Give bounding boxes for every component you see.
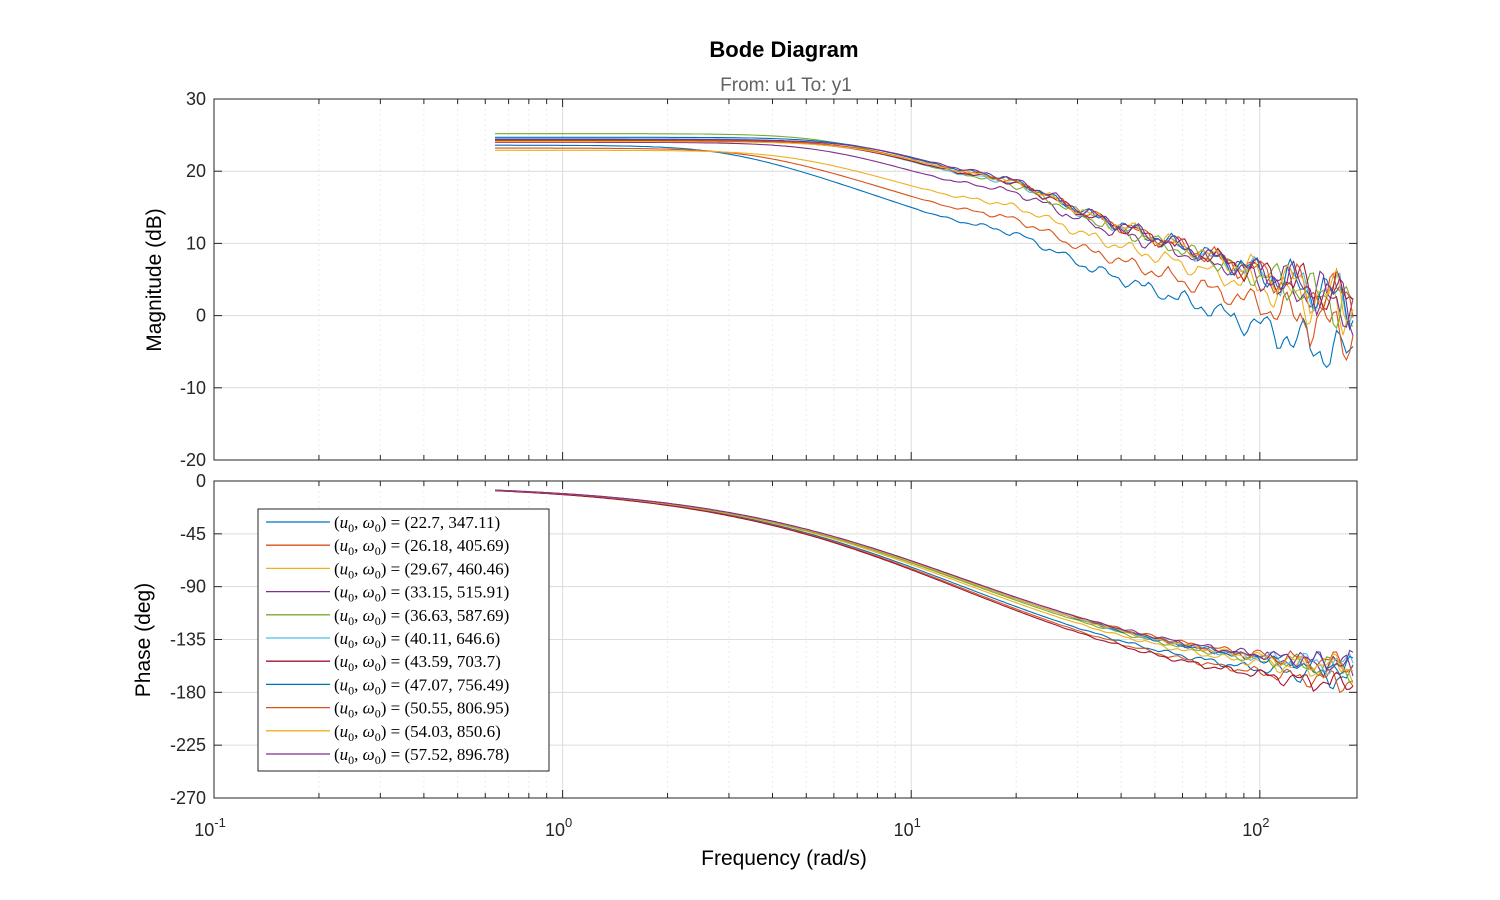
phase-panel: 0 -45 -90 -135 -180 -225 -270 Phase (deg): [132, 471, 1358, 808]
legend-label: (u0, ω0) = (33.15, 515.91): [334, 583, 509, 605]
legend-item: (u0, ω0) = (50.55, 806.95): [266, 699, 509, 721]
magnitude-y-ticks: 30 20 10 0 -10 -20: [180, 89, 206, 470]
legend-item: (u0, ω0) = (43.59, 703.7): [266, 652, 501, 674]
legend-item: (u0, ω0) = (26.18, 405.69): [266, 536, 509, 558]
x-tick-base: 10: [1242, 820, 1262, 840]
magnitude-line-series-11: [495, 138, 1354, 336]
legend-item: (u0, ω0) = (47.07, 756.49): [266, 675, 509, 697]
x-axis-label: Frequency (rad/s): [701, 847, 867, 870]
y-tick-label: 0: [196, 471, 206, 491]
magnitude-line-series-1: [495, 144, 1354, 369]
legend-label: (u0, ω0) = (22.7, 347.11): [334, 513, 500, 535]
y-tick-label: -135: [170, 630, 206, 650]
x-tick-base: 10: [894, 820, 914, 840]
magnitude-y-label: Magnitude (dB): [143, 208, 166, 352]
phase-series-group: [494, 489, 1354, 694]
magnitude-line-series-2: [495, 147, 1354, 362]
y-tick-label: -45: [180, 524, 206, 544]
legend-label: (u0, ω0) = (26.18, 405.69): [334, 536, 509, 558]
y-tick-label: -10: [180, 378, 206, 398]
phase-line-series-11: [494, 489, 1354, 671]
legend-item: (u0, ω0) = (36.63, 587.69): [266, 606, 509, 628]
y-tick-label: -90: [180, 577, 206, 597]
y-tick-label: 30: [186, 89, 206, 109]
legend-item: (u0, ω0) = (29.67, 460.46): [266, 559, 509, 581]
legend: (u0, ω0) = (22.7, 347.11)(u0, ω0) = (26.…: [257, 508, 550, 772]
legend-label: (u0, ω0) = (40.11, 646.6): [334, 629, 500, 651]
legend-box: [257, 508, 550, 772]
legend-label: (u0, ω0) = (43.59, 703.7): [334, 652, 501, 674]
magnitude-line-series-10: [495, 141, 1354, 323]
y-tick-label: 0: [196, 306, 206, 326]
y-tick-label: -270: [170, 788, 206, 808]
legend-label: (u0, ω0) = (29.67, 460.46): [334, 559, 509, 581]
magnitude-line-series-7: [495, 140, 1354, 310]
x-tick-exponent: 0: [565, 815, 572, 830]
y-tick-label: -225: [170, 735, 206, 755]
phase-y-ticks: 0 -45 -90 -135 -180 -225 -270: [170, 471, 206, 808]
y-tick-label: 10: [186, 233, 206, 253]
legend-item: (u0, ω0) = (57.52, 896.78): [266, 745, 509, 767]
x-tick-label: 10-1: [194, 815, 226, 840]
chart-subtitle: From: u1 To: y1: [720, 75, 852, 96]
y-tick-label: 20: [186, 161, 206, 181]
magnitude-series-group: [495, 133, 1354, 369]
phase-axes-box: [213, 480, 1358, 799]
magnitude-axes-box: [213, 98, 1358, 461]
legend-label: (u0, ω0) = (36.63, 587.69): [334, 606, 509, 628]
legend-label: (u0, ω0) = (54.03, 850.6): [334, 722, 501, 744]
x-tick-labels: 10-1 100 101 102: [194, 815, 1269, 840]
x-tick-label: 101: [894, 815, 921, 840]
legend-label: (u0, ω0) = (47.07, 756.49): [334, 675, 509, 697]
x-tick-base: 10: [545, 820, 565, 840]
x-tick-exponent: -1: [214, 815, 226, 830]
y-tick-label: -180: [170, 682, 206, 702]
x-tick-exponent: 2: [1262, 815, 1269, 830]
legend-item: (u0, ω0) = (40.11, 646.6): [266, 629, 500, 651]
chart-title: Bode Diagram: [709, 37, 858, 62]
phase-line-series-7: [494, 490, 1354, 692]
x-tick-label: 102: [1242, 815, 1269, 840]
x-tick-label: 100: [545, 815, 572, 840]
x-tick-exponent: 1: [914, 815, 921, 830]
magnitude-line-series-8: [495, 136, 1354, 332]
x-tick-base: 10: [194, 820, 214, 840]
legend-item: (u0, ω0) = (22.7, 347.11): [266, 513, 500, 535]
magnitude-panel: 30 20 10 0 -10 -20 Magnitude (dB): [143, 89, 1358, 470]
legend-label: (u0, ω0) = (50.55, 806.95): [334, 699, 509, 721]
y-tick-label: -20: [180, 450, 206, 470]
legend-item: (u0, ω0) = (54.03, 850.6): [266, 722, 501, 744]
magnitude-line-series-3: [495, 149, 1354, 336]
phase-y-label: Phase (deg): [132, 583, 155, 697]
legend-item: (u0, ω0) = (33.15, 515.91): [266, 583, 509, 605]
legend-label: (u0, ω0) = (57.52, 896.78): [334, 745, 509, 767]
